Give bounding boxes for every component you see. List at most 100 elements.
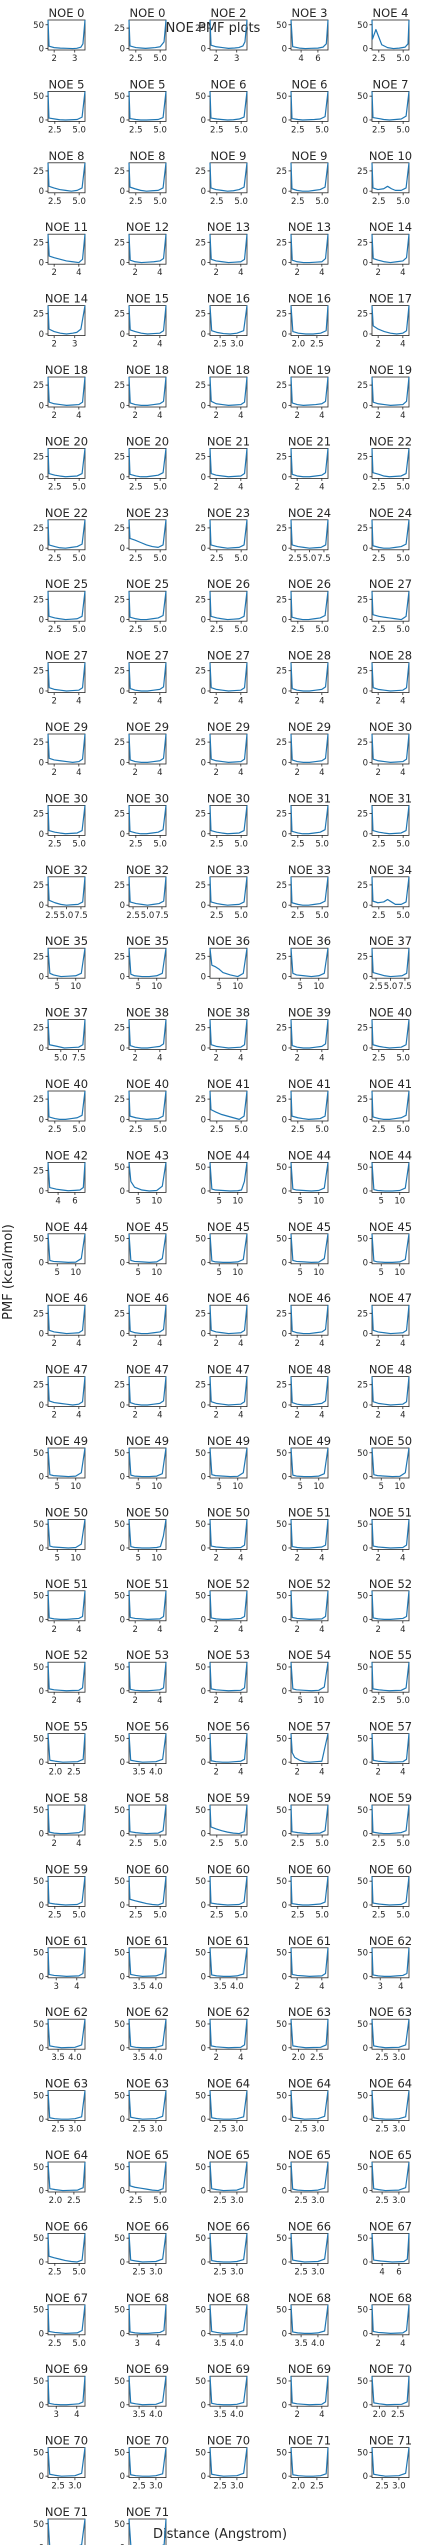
x-tick-label: 4.0 bbox=[230, 1982, 244, 1992]
y-tick-label: 0 bbox=[363, 1544, 368, 1554]
x-tick-label: 7.5 bbox=[155, 911, 169, 921]
subplot-title: NOE 9 bbox=[211, 149, 247, 163]
subplot-title: NOE 29 bbox=[288, 720, 331, 734]
x-tick-label: 5.0 bbox=[315, 1839, 329, 1849]
pmf-curve bbox=[290, 2376, 329, 2406]
y-tick-label: 50 bbox=[114, 1449, 125, 1459]
pmf-curve bbox=[290, 1233, 329, 1263]
pmf-curve bbox=[128, 1019, 167, 1049]
subplot-title: NOE 47 bbox=[207, 1363, 250, 1377]
pmf-subplot: NOE 30 0 25 2.5 5.0 bbox=[33, 791, 88, 849]
y-tick-label: 0 bbox=[120, 544, 125, 554]
subplot-title: NOE 54 bbox=[288, 1648, 331, 1662]
y-tick-label: 0 bbox=[39, 2329, 44, 2339]
pmf-curve bbox=[209, 1947, 248, 1977]
subplot-title: NOE 25 bbox=[45, 577, 88, 591]
y-tick-label: 0 bbox=[282, 330, 287, 340]
pmf-subplot: NOE 52 0 50 2 4 bbox=[195, 1577, 250, 1635]
y-tick-label: 0 bbox=[39, 1115, 44, 1125]
y-tick-label: 0 bbox=[363, 2472, 368, 2482]
subplot-frame bbox=[47, 1233, 86, 1265]
x-tick-label: 10 bbox=[313, 1196, 324, 1206]
x-tick-label: 2.5 bbox=[67, 2196, 81, 2206]
y-tick-label: 25 bbox=[195, 881, 206, 891]
subplot-title: NOE 29 bbox=[207, 720, 250, 734]
y-tick-label: 25 bbox=[195, 738, 206, 748]
x-tick-label: 2 bbox=[213, 1696, 218, 1706]
subplot-title: NOE 64 bbox=[369, 2077, 412, 2091]
y-tick-label: 50 bbox=[357, 2306, 368, 2316]
subplot-frame bbox=[371, 733, 410, 765]
x-tick-label: 2 bbox=[294, 1054, 299, 1064]
x-tick-label: 2.5 bbox=[391, 2410, 405, 2420]
x-tick-label: 5 bbox=[217, 982, 222, 992]
pmf-subplot: NOE 22 0 25 2.5 5.0 bbox=[33, 506, 88, 564]
y-tick-label: 25 bbox=[276, 595, 287, 605]
x-tick-label: 5 bbox=[217, 1196, 222, 1206]
x-tick-label: 2 bbox=[132, 411, 137, 421]
pmf-subplot: NOE 62 0 50 2 4 bbox=[195, 2005, 250, 2063]
pmf-curve bbox=[47, 591, 86, 621]
pmf-subplot: NOE 65 0 50 2.5 5.0 bbox=[114, 2148, 169, 2206]
pmf-curve bbox=[128, 1804, 167, 1835]
subplot-frame bbox=[209, 1233, 248, 1265]
x-tick-label: 3.0 bbox=[230, 2267, 244, 2277]
subplot-title: NOE 21 bbox=[207, 434, 250, 448]
x-tick-label: 5.0 bbox=[315, 125, 329, 135]
y-tick-label: 25 bbox=[114, 310, 125, 320]
y-tick-label: 0 bbox=[120, 1401, 125, 1411]
x-tick-label: 10 bbox=[313, 1268, 324, 1278]
pmf-curve bbox=[47, 2161, 86, 2192]
x-tick-label: 4 bbox=[319, 411, 324, 421]
x-tick-label: 5.0 bbox=[396, 911, 410, 921]
x-tick-label: 2 bbox=[132, 1339, 137, 1349]
subplot-frame bbox=[209, 19, 248, 51]
x-tick-label: 4 bbox=[400, 1768, 405, 1778]
subplot-title: NOE 16 bbox=[207, 292, 250, 306]
subplot-frame bbox=[47, 2161, 86, 2193]
x-tick-label: 2.5 bbox=[372, 1910, 386, 1920]
pmf-curve bbox=[371, 1162, 410, 1192]
pmf-subplot: NOE 54 0 50 5 10 bbox=[276, 1648, 331, 1706]
x-tick-label: 4 bbox=[400, 411, 405, 421]
subplot-frame bbox=[371, 1804, 410, 1836]
x-tick-label: 2.5 bbox=[48, 1125, 62, 1135]
y-tick-label: 25 bbox=[357, 1095, 368, 1105]
pmf-curve bbox=[128, 2019, 167, 2049]
y-tick-label: 50 bbox=[33, 1592, 44, 1602]
x-tick-label: 2.5 bbox=[48, 197, 62, 207]
y-tick-label: 0 bbox=[282, 1687, 287, 1697]
subplot-title: NOE 65 bbox=[288, 2148, 331, 2162]
y-tick-label: 50 bbox=[276, 2234, 287, 2244]
pmf-subplot: NOE 46 0 25 2 4 bbox=[114, 1291, 169, 1349]
subplot-title: NOE 22 bbox=[45, 506, 88, 520]
pmf-subplot: NOE 64 0 50 2.5 3.0 bbox=[357, 2077, 412, 2135]
x-tick-label: 5.0 bbox=[234, 1910, 248, 1920]
subplot-frame bbox=[47, 1519, 86, 1550]
pmf-subplot: NOE 63 0 50 2.0 2.5 bbox=[276, 2005, 331, 2063]
pmf-subplot: NOE 47 0 25 2 4 bbox=[114, 1363, 169, 1421]
y-tick-label: 25 bbox=[33, 167, 44, 177]
x-tick-label: 5 bbox=[55, 1268, 60, 1278]
pmf-subplot: NOE 56 0 50 2 4 bbox=[195, 1720, 250, 1778]
subplot-title: NOE 68 bbox=[207, 2291, 250, 2305]
y-tick-label: 25 bbox=[33, 1309, 44, 1319]
y-tick-label: 0 bbox=[120, 2115, 125, 2125]
y-tick-label: 0 bbox=[39, 116, 44, 126]
pmf-subplot: NOE 11 0 25 2 4 bbox=[33, 220, 88, 278]
pmf-curve bbox=[47, 1233, 86, 1263]
pmf-curve bbox=[371, 305, 410, 335]
subplot-title: NOE 44 bbox=[207, 1148, 250, 1162]
subplot-title: NOE 63 bbox=[369, 2005, 412, 2019]
x-tick-label: 2 bbox=[375, 1339, 380, 1349]
x-tick-label: 2.5 bbox=[213, 2482, 227, 2492]
subplot-frame bbox=[371, 1876, 410, 1907]
y-tick-label: 0 bbox=[120, 758, 125, 768]
x-tick-label: 5.0 bbox=[153, 625, 167, 635]
subplot-title: NOE 69 bbox=[126, 2362, 169, 2376]
subplot-title: NOE 58 bbox=[126, 1791, 169, 1805]
subplot-frame bbox=[47, 733, 86, 765]
subplot-title: NOE 67 bbox=[45, 2291, 88, 2305]
pmf-subplot: NOE 68 0 50 3.5 4.0 bbox=[276, 2291, 331, 2349]
